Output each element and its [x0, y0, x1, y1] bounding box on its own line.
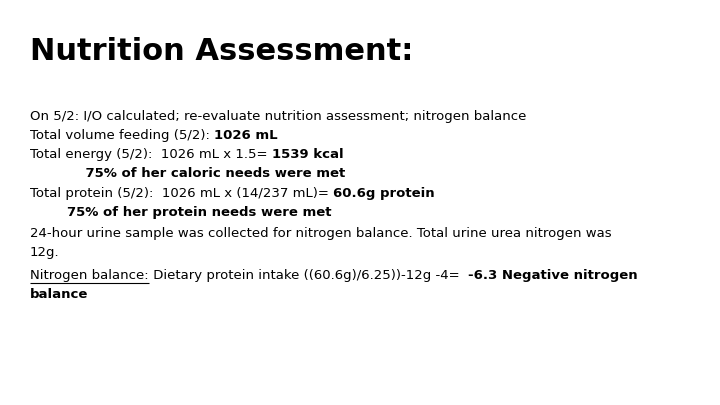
Text: 24-hour urine sample was collected for nitrogen balance. Total urine urea nitrog: 24-hour urine sample was collected for n…	[30, 227, 611, 240]
Text: Total protein (5/2):  1026 mL x (14/237 mL)=: Total protein (5/2): 1026 mL x (14/237 m…	[30, 187, 333, 200]
Text: balance: balance	[30, 288, 89, 301]
Text: 12g.: 12g.	[30, 246, 60, 259]
Text: 75% of her caloric needs were met: 75% of her caloric needs were met	[30, 167, 346, 180]
Text: On 5/2: I/O calculated; re-evaluate nutrition assessment; nitrogen balance: On 5/2: I/O calculated; re-evaluate nutr…	[30, 110, 526, 123]
Text: Dietary protein intake ((60.6g)/6.25))-12g -4=: Dietary protein intake ((60.6g)/6.25))-1…	[148, 269, 468, 282]
Text: 60.6g protein: 60.6g protein	[333, 187, 435, 200]
Text: 1539 kcal: 1539 kcal	[271, 148, 343, 161]
Text: Nitrogen balance:: Nitrogen balance:	[30, 269, 148, 282]
Text: Total energy (5/2):  1026 mL x 1.5=: Total energy (5/2): 1026 mL x 1.5=	[30, 148, 271, 161]
Text: 75% of her protein needs were met: 75% of her protein needs were met	[30, 206, 331, 219]
Text: 1026 mL: 1026 mL	[214, 129, 278, 142]
Text: Nutrition Assessment:: Nutrition Assessment:	[30, 37, 413, 66]
Text: Total volume feeding (5/2):: Total volume feeding (5/2):	[30, 129, 214, 142]
Text: -6.3 Negative nitrogen: -6.3 Negative nitrogen	[468, 269, 637, 282]
